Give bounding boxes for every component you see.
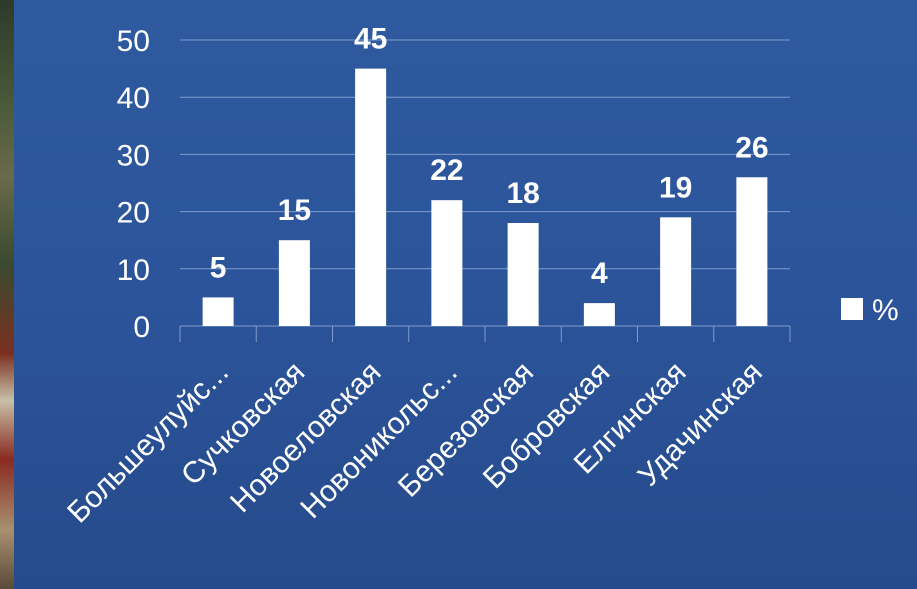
gridlines [179,39,791,342]
bars [202,68,768,326]
legend: % [841,294,899,327]
bar [660,217,692,326]
legend-swatch [841,298,863,320]
data-labels: 5 15 45 22 18 4 19 26 [210,23,769,291]
bar [355,68,387,326]
legend-label: % [872,294,899,327]
y-tick-label: 20 [117,197,150,230]
bar [278,240,310,326]
data-label: 4 [591,257,608,290]
bar [736,177,768,326]
y-axis-ticks: 0 10 20 30 40 50 [117,25,150,344]
data-label: 18 [506,177,539,210]
y-tick-label: 30 [117,139,150,172]
bar [583,303,615,326]
y-tick-label: 0 [133,311,150,344]
bar [202,297,234,326]
y-tick-label: 40 [117,82,150,115]
data-label: 45 [354,23,387,56]
bar [507,223,539,326]
data-label: 22 [430,154,463,187]
data-label: 15 [278,194,311,227]
data-label: 5 [210,251,227,284]
background-photo-strip [0,0,14,589]
bar [431,200,463,326]
data-label: 19 [659,171,692,204]
y-tick-label: 10 [117,254,150,287]
data-label: 26 [735,131,768,164]
x-axis-labels: Большеулуйс...СучковскаяНовоеловскаяНово… [61,356,769,530]
y-tick-label: 50 [117,25,150,58]
